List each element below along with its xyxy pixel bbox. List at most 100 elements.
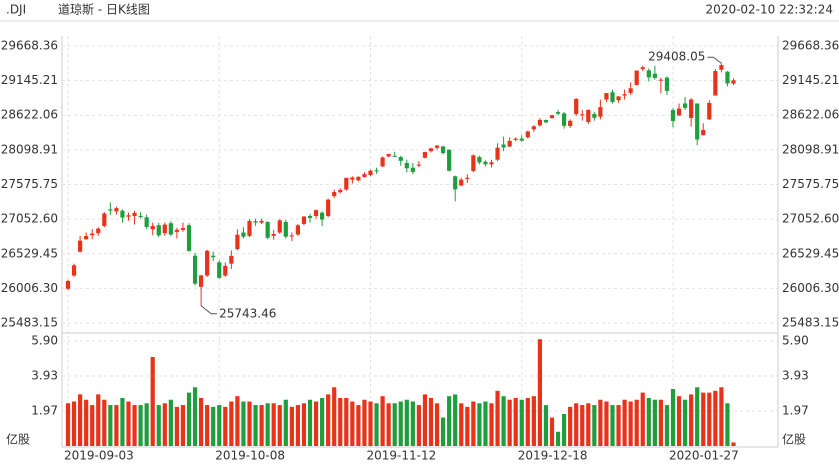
volume-bar [489, 403, 494, 446]
volume-bar [471, 401, 476, 446]
y-tick-label: 28622.06 [782, 108, 839, 122]
volume-tick-label: 3.93 [782, 369, 809, 383]
volume-bar [223, 406, 228, 446]
volume-bar [132, 405, 137, 446]
candle-body [519, 138, 524, 141]
volume-bar [71, 401, 77, 446]
volume-bar [374, 403, 379, 446]
volume-bar [356, 405, 361, 446]
volume-bar [707, 392, 712, 446]
y-tick-label: 28098.91 [782, 142, 839, 156]
volume-bar [307, 399, 313, 446]
volume-bar [320, 397, 325, 446]
candle-body [362, 174, 367, 177]
volume-bar [513, 397, 518, 446]
volume-tick-label: 5.90 [31, 334, 58, 348]
y-tick-label: 29668.36 [1, 39, 58, 53]
candle-body [501, 144, 506, 148]
candle-body [483, 161, 488, 165]
volume-bar [568, 406, 573, 446]
candle-body [132, 212, 137, 216]
y-tick-label: 26529.45 [1, 246, 58, 260]
candle-body [356, 176, 361, 181]
candle-body [592, 114, 597, 118]
candle-body [555, 112, 561, 114]
volume-bar [247, 401, 252, 446]
volume-bar [253, 405, 258, 446]
candle-body [289, 235, 294, 237]
x-tick-label: 2019-12-18 [518, 449, 588, 463]
candle-body [731, 80, 736, 84]
candle-body [640, 67, 645, 70]
candle-body [531, 126, 536, 130]
y-tick-label: 26006.30 [1, 281, 58, 295]
candle-body [513, 138, 518, 140]
candle-body [174, 229, 179, 232]
volume-tick-label: 3.93 [31, 369, 58, 383]
candle-body [205, 250, 210, 276]
volume-bar [126, 401, 131, 446]
volume-bar [441, 417, 446, 446]
candle-body [192, 255, 198, 284]
candle-body [120, 210, 125, 218]
volume-bar [271, 403, 276, 446]
volume-bar [90, 405, 95, 446]
candle-body [338, 190, 343, 193]
volume-bar [670, 389, 676, 446]
candle-body [307, 215, 313, 218]
candle-body [725, 71, 730, 84]
candle-body [277, 220, 282, 233]
volume-bar [180, 405, 186, 446]
volume-bar [174, 406, 179, 446]
candle-body [313, 210, 319, 216]
volume-bar [102, 399, 107, 446]
volume-bar [162, 403, 167, 446]
candle-body [126, 215, 131, 217]
candle-body [223, 265, 228, 276]
y-tick-label: 25483.15 [1, 316, 58, 330]
candle-body [271, 233, 276, 236]
candle-body [719, 65, 724, 70]
volume-bar [731, 442, 736, 446]
volume-tick-label: 1.97 [782, 403, 809, 417]
candle-body [186, 225, 192, 251]
volume-bar [531, 396, 536, 446]
volume-bar [434, 403, 440, 446]
symbol: .DJI [6, 3, 26, 17]
volume-bar [235, 396, 240, 446]
y-tick-label: 27052.60 [782, 212, 839, 226]
candle-body [628, 88, 633, 93]
volume-bar [313, 401, 319, 446]
volume-bar [392, 403, 397, 446]
volume-bar [96, 394, 101, 446]
volume-bar [549, 417, 555, 446]
candle-body [235, 234, 240, 250]
candle-body [180, 228, 186, 230]
candle-body [84, 236, 89, 240]
volume-bar [634, 399, 639, 446]
candle-body [108, 209, 113, 211]
candle-body [96, 228, 101, 234]
volume-bar [301, 403, 307, 446]
volume-bar [410, 401, 415, 446]
candle-body [549, 115, 555, 119]
volume-bar [186, 392, 192, 446]
volume-bar [555, 431, 561, 446]
candle-body [229, 255, 234, 264]
candle-body [295, 225, 300, 235]
volume-bar [453, 394, 458, 446]
x-tick-label: 2020-01-27 [669, 449, 739, 463]
volume-bar [84, 399, 89, 446]
candle-body [610, 92, 615, 102]
candle-body [537, 119, 542, 126]
candle-body [398, 157, 403, 161]
volume-bar [713, 390, 718, 446]
volume-bar [495, 390, 500, 446]
candle-body [301, 216, 307, 224]
candle-body [78, 240, 83, 252]
volume-bar [344, 397, 349, 446]
volume-bar [277, 405, 282, 446]
volume-bar [114, 405, 119, 446]
candle-body [168, 223, 173, 235]
